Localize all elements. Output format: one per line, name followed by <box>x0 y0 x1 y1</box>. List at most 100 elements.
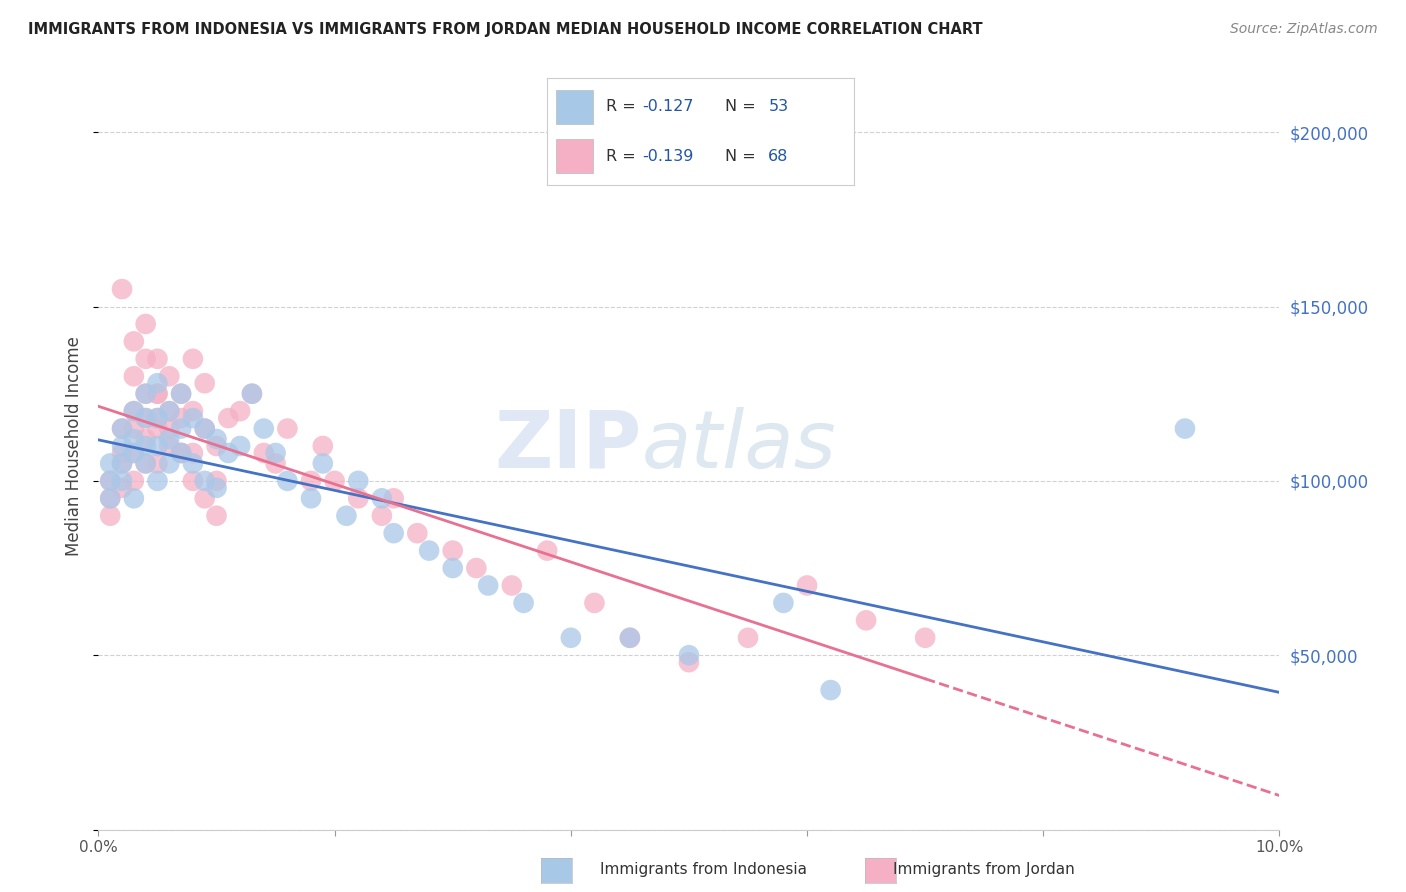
Point <box>536 543 558 558</box>
Point <box>135 457 157 471</box>
Point <box>111 457 134 471</box>
Point <box>122 369 145 384</box>
Point <box>772 596 794 610</box>
Point <box>135 386 157 401</box>
Point <box>441 543 464 558</box>
Text: IMMIGRANTS FROM INDONESIA VS IMMIGRANTS FROM JORDAN MEDIAN HOUSEHOLD INCOME CORR: IMMIGRANTS FROM INDONESIA VS IMMIGRANTS … <box>28 22 983 37</box>
Point <box>157 439 180 453</box>
Point <box>98 491 121 506</box>
Point <box>240 386 263 401</box>
Point <box>583 596 606 610</box>
Point <box>181 411 204 425</box>
Text: Source: ZipAtlas.com: Source: ZipAtlas.com <box>1230 22 1378 37</box>
Text: Immigrants from Jordan: Immigrants from Jordan <box>893 863 1076 877</box>
Point <box>135 386 157 401</box>
Point <box>465 561 488 575</box>
Point <box>122 446 145 460</box>
Point <box>146 474 169 488</box>
Point <box>122 404 145 418</box>
Point <box>264 457 287 471</box>
Point <box>146 386 169 401</box>
Point <box>205 481 228 495</box>
Point <box>122 421 145 435</box>
Point <box>312 439 335 453</box>
Point <box>157 457 180 471</box>
Point <box>170 446 193 460</box>
Point <box>276 474 298 488</box>
Point <box>98 491 121 506</box>
Point <box>135 439 157 453</box>
Point <box>122 491 145 506</box>
Point <box>253 446 276 460</box>
Point <box>98 474 121 488</box>
Point <box>122 404 145 418</box>
Point <box>501 578 523 592</box>
Point <box>146 351 169 366</box>
Point <box>299 474 322 488</box>
Point <box>181 446 204 460</box>
Point <box>135 317 157 331</box>
Point <box>194 421 217 435</box>
Point <box>146 439 169 453</box>
Point <box>157 421 180 435</box>
Point <box>299 491 322 506</box>
Point <box>146 386 169 401</box>
Point <box>678 655 700 669</box>
Point <box>796 578 818 592</box>
Point <box>122 334 145 349</box>
Point <box>98 457 121 471</box>
Point <box>111 282 134 296</box>
Point <box>205 474 228 488</box>
Y-axis label: Median Household Income: Median Household Income <box>65 336 83 556</box>
Point <box>98 508 121 523</box>
Point <box>146 411 169 425</box>
Point <box>170 446 193 460</box>
Point <box>181 457 204 471</box>
Text: atlas: atlas <box>641 407 837 485</box>
Point <box>98 474 121 488</box>
Point <box>229 404 252 418</box>
Point <box>820 683 842 698</box>
Point <box>194 421 217 435</box>
Point <box>441 561 464 575</box>
Point <box>229 439 252 453</box>
Point <box>418 543 440 558</box>
Point <box>135 411 157 425</box>
Point <box>170 421 193 435</box>
Point <box>512 596 534 610</box>
Point <box>111 481 134 495</box>
Text: ZIP: ZIP <box>495 407 641 485</box>
Point <box>111 474 134 488</box>
Point <box>157 432 180 446</box>
Point <box>135 457 157 471</box>
Point <box>678 648 700 663</box>
Point <box>737 631 759 645</box>
Point <box>181 404 204 418</box>
Point <box>146 411 169 425</box>
Point <box>335 508 357 523</box>
Point <box>122 446 145 460</box>
Point <box>855 613 877 627</box>
Point <box>914 631 936 645</box>
Point <box>217 446 239 460</box>
Point <box>371 491 394 506</box>
Point <box>111 421 134 435</box>
Point <box>111 421 134 435</box>
Point <box>264 446 287 460</box>
Point <box>170 411 193 425</box>
Point <box>146 421 169 435</box>
Point <box>347 474 370 488</box>
Point <box>406 526 429 541</box>
Point <box>205 432 228 446</box>
Point <box>560 631 582 645</box>
Point <box>157 404 180 418</box>
Point <box>181 474 204 488</box>
Point <box>323 474 346 488</box>
Point <box>146 457 169 471</box>
Point <box>619 631 641 645</box>
Point <box>157 404 180 418</box>
Point <box>181 351 204 366</box>
Point <box>194 376 217 391</box>
Point <box>1174 421 1197 435</box>
Point <box>111 457 134 471</box>
